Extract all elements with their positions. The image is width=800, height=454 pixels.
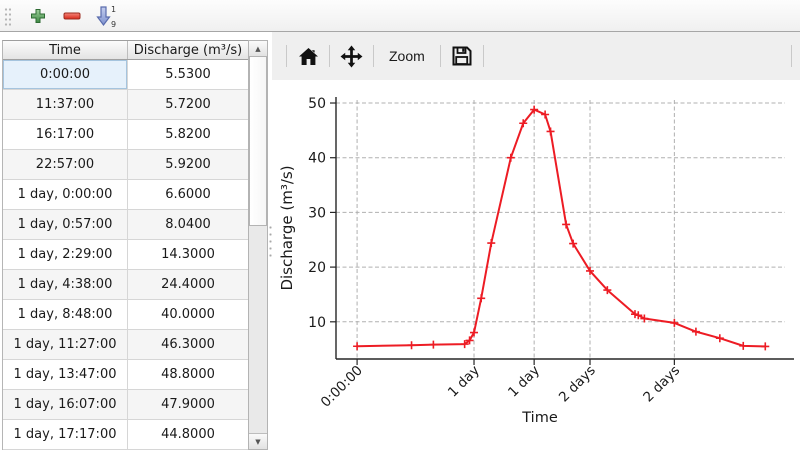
- table-header: Time Discharge (m³/s): [3, 41, 248, 60]
- time-cell[interactable]: 0:00:00: [3, 60, 128, 90]
- data-table: Time Discharge (m³/s) 0:00:00 5.5300 11:37…: [2, 40, 248, 450]
- pan-icon: [340, 45, 363, 67]
- toolbar-separator: [329, 45, 330, 67]
- discharge-cell[interactable]: 5.5300: [128, 60, 248, 90]
- pan-button[interactable]: [336, 41, 367, 71]
- svg-text:2 days: 2 days: [556, 363, 599, 406]
- discharge-cell[interactable]: 5.9200: [128, 150, 248, 180]
- svg-text:10: 10: [308, 315, 326, 331]
- table-scrollbar: ▲ ▼: [248, 40, 268, 450]
- discharge-cell[interactable]: 40.0000: [128, 300, 248, 330]
- remove-row-button[interactable]: [59, 3, 85, 29]
- table-body: 0:00:00 5.5300 11:37:00 5.7200 16:17:00 5.820…: [3, 60, 248, 450]
- discharge-cell[interactable]: 8.0400: [128, 210, 248, 240]
- time-cell[interactable]: 22:57:00: [3, 150, 128, 180]
- time-cell[interactable]: 1 day, 17:17:00: [3, 420, 128, 450]
- col-header-discharge[interactable]: Discharge (m³/s): [133, 42, 243, 58]
- toolbar-separator: [791, 45, 792, 67]
- down-arrow-icon: ▼: [255, 437, 261, 446]
- table-row: 1 day, 0:57:00 8.0400: [3, 210, 248, 240]
- time-cell[interactable]: 1 day, 2:29:00: [3, 240, 128, 270]
- save-button[interactable]: [447, 41, 477, 71]
- time-cell[interactable]: 1 day, 13:47:00: [3, 360, 128, 390]
- svg-text:1 day: 1 day: [445, 363, 483, 401]
- panel-splitter[interactable]: [268, 32, 272, 450]
- svg-text:1: 1: [111, 5, 116, 14]
- sort-ascending-button[interactable]: 1 9: [93, 3, 119, 29]
- svg-text:2 days: 2 days: [640, 363, 683, 406]
- time-cell[interactable]: 1 day, 4:38:00: [3, 270, 128, 300]
- svg-text:0:00:00: 0:00:00: [318, 363, 366, 411]
- time-cell[interactable]: 1 day, 16:07:00: [3, 390, 128, 420]
- discharge-cell[interactable]: 24.4000: [128, 270, 248, 300]
- discharge-cell[interactable]: 48.8000: [128, 360, 248, 390]
- table-row: 22:57:00 5.9200: [3, 150, 248, 180]
- splitter-grip-icon: [269, 224, 272, 260]
- plus-icon: [31, 8, 45, 23]
- svg-text:Discharge (m³/s): Discharge (m³/s): [278, 165, 296, 290]
- col-header-time[interactable]: Time: [3, 41, 128, 59]
- table-row: 11:37:00 5.7200: [3, 90, 248, 120]
- table-row: 1 day, 0:00:00 6.6000: [3, 180, 248, 210]
- table-row: 1 day, 2:29:00 14.3000: [3, 240, 248, 270]
- home-icon: [298, 47, 318, 65]
- sort-ascending-icon: 1 9: [96, 5, 116, 28]
- zoom-button[interactable]: Zoom: [380, 41, 434, 71]
- toolbar-grip-icon[interactable]: [4, 5, 11, 26]
- svg-text:20: 20: [308, 260, 326, 276]
- chart-canvas[interactable]: 10 20 30 40 50 0:00:00 1 day 1 day 2 days 2 days T…: [272, 80, 800, 450]
- table-row: 1 day, 13:47:00 48.8000: [3, 360, 248, 390]
- discharge-cell[interactable]: 5.8200: [128, 120, 248, 150]
- time-cell[interactable]: 1 day, 8:48:00: [3, 300, 128, 330]
- discharge-cell[interactable]: 14.3000: [128, 240, 248, 270]
- time-cell[interactable]: 11:37:00: [3, 90, 128, 120]
- svg-text:50: 50: [308, 96, 326, 112]
- scroll-up-button[interactable]: ▲: [249, 41, 267, 57]
- add-row-button[interactable]: [25, 3, 51, 29]
- svg-text:Time: Time: [521, 410, 558, 426]
- time-cell[interactable]: 1 day, 0:00:00: [3, 180, 128, 210]
- table-row: 1 day, 16:07:00 47.9000: [3, 390, 248, 420]
- chart-svg: 10 20 30 40 50 0:00:00 1 day 1 day 2 days 2 days T…: [278, 96, 794, 426]
- minus-icon: [63, 12, 81, 19]
- discharge-cell[interactable]: 44.8000: [128, 420, 248, 450]
- table-row: 1 day, 8:48:00 40.0000: [3, 300, 248, 330]
- chart-toolbar: Zoom: [272, 32, 800, 80]
- toolbar-separator: [373, 45, 374, 67]
- scroll-down-button[interactable]: ▼: [249, 433, 267, 449]
- main-toolbar: 1 9: [0, 0, 800, 32]
- toolbar-separator: [286, 45, 287, 67]
- svg-text:1 day: 1 day: [505, 363, 543, 401]
- discharge-cell[interactable]: 47.9000: [128, 390, 248, 420]
- svg-text:40: 40: [308, 151, 326, 167]
- time-cell[interactable]: 1 day, 11:27:00: [3, 330, 128, 360]
- table-row: 1 day, 17:17:00 44.8000: [3, 420, 248, 450]
- table-row: 1 day, 11:27:00 46.3000: [3, 330, 248, 360]
- save-icon: [452, 46, 472, 66]
- time-cell[interactable]: 1 day, 0:57:00: [3, 210, 128, 240]
- table-row: 0:00:00 5.5300: [3, 60, 248, 90]
- discharge-cell[interactable]: 46.3000: [128, 330, 248, 360]
- table-row: 1 day, 4:38:00 24.4000: [3, 270, 248, 300]
- scrollbar-thumb[interactable]: [249, 56, 267, 226]
- discharge-cell[interactable]: 6.6000: [128, 180, 248, 210]
- home-button[interactable]: [293, 41, 323, 71]
- toolbar-separator: [439, 45, 441, 67]
- discharge-cell[interactable]: 5.7200: [128, 90, 248, 120]
- toolbar-separator: [482, 45, 484, 67]
- table-row: 16:17:00 5.8200: [3, 120, 248, 150]
- time-cell[interactable]: 16:17:00: [3, 120, 128, 150]
- svg-text:30: 30: [308, 205, 326, 221]
- svg-text:9: 9: [111, 20, 116, 28]
- up-arrow-icon: ▲: [255, 44, 261, 53]
